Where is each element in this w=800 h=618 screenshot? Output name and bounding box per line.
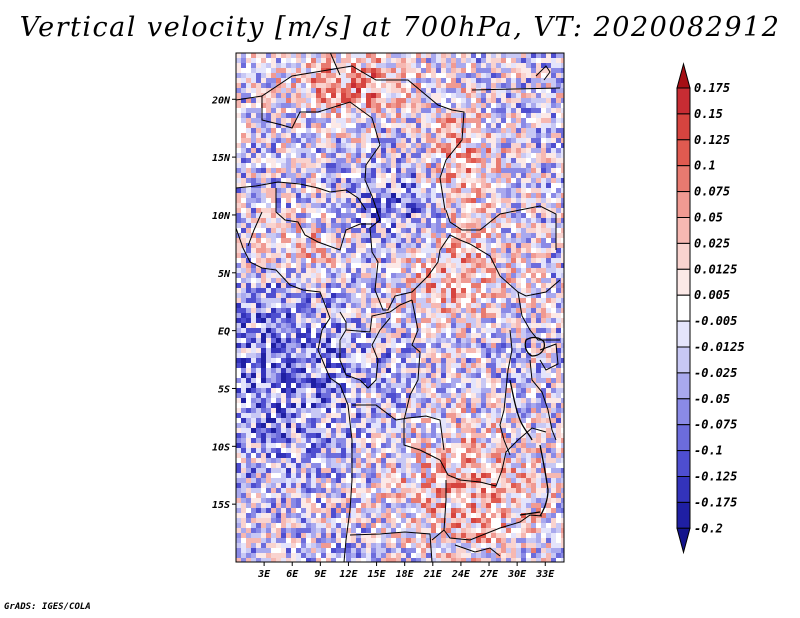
colorbar-label: 0.005 — [694, 288, 730, 302]
border-north-3 — [329, 53, 341, 76]
colorbar-swatch — [676, 501, 691, 529]
colorbar-label: 0.1 — [694, 159, 716, 173]
colorbar-swatch — [676, 398, 691, 426]
colorbar-swatch — [676, 217, 691, 244]
colorbar-swatch — [676, 450, 691, 478]
border-south-3 — [349, 531, 433, 562]
border-south-4 — [431, 529, 445, 541]
border-central-3 — [403, 299, 547, 487]
lon-tick-label: 15E — [368, 569, 387, 580]
lon-tick-label: 12E — [339, 569, 358, 580]
colorbar-swatch — [676, 294, 691, 322]
lat-tick-label: 15S — [212, 500, 230, 511]
lon-tick-label: 33E — [535, 569, 555, 580]
colorbar-swatch — [676, 320, 691, 348]
colorbar-top-arrow — [676, 62, 691, 89]
map-title: Vertical velocity [m/s] at 700hPa, VT: 2… — [19, 12, 781, 43]
colorbar-swatch — [676, 113, 691, 141]
border-central-2 — [339, 317, 391, 389]
lake-tanganyika — [509, 379, 533, 441]
grads-credit: GrADS: IGES/COLA — [4, 602, 91, 612]
lat-tick-label: 5N — [218, 269, 231, 280]
lon-tick-label: 24E — [451, 569, 471, 580]
lat-tick-label: 10S — [212, 442, 230, 453]
border-sahel-3 — [275, 188, 372, 251]
colorbar-label: -0.2 — [694, 521, 723, 535]
colorbar-swatch — [676, 242, 691, 270]
colorbar-swatch — [676, 424, 691, 452]
lon-tick-label: 6E — [286, 569, 299, 580]
border-south-2 — [443, 480, 543, 541]
border-south-1 — [352, 404, 445, 451]
border-sahel-2 — [236, 181, 367, 211]
lon-tick-label: 27E — [479, 569, 499, 580]
colorbar-label: 0.075 — [694, 185, 730, 199]
colorbar-label: -0.05 — [694, 392, 730, 406]
colorbar-swatch — [676, 165, 691, 193]
colorbar-swatch — [676, 191, 691, 219]
country-borders — [236, 53, 561, 562]
colorbar-label: -0.175 — [694, 495, 737, 509]
colorbar-label: -0.025 — [694, 366, 737, 380]
lon-tick-label: 21E — [423, 569, 443, 580]
border-west-2 — [445, 205, 557, 250]
border-west-1 — [247, 211, 263, 247]
colorbar-label: -0.005 — [694, 314, 737, 328]
border-sahel-1 — [261, 96, 561, 311]
colorbar-label: 0.05 — [694, 211, 723, 225]
colorbar-label: 0.0125 — [694, 262, 737, 276]
colorbar-label: 0.025 — [694, 236, 730, 250]
latitude-ticks: 20N 15N 10N 5N EQ 5S 10S 15S — [211, 95, 236, 511]
border-east-3 — [539, 343, 559, 371]
border-south-5 — [454, 544, 501, 557]
colorbar-swatch — [676, 372, 691, 400]
colorbar-label: 0.175 — [694, 81, 730, 95]
velocity-field — [236, 53, 564, 562]
lat-tick-label: EQ — [218, 327, 230, 338]
longitude-ticks: 3E 6E 9E 12E 15E 18E 21E 24E 27E 30E 33E — [257, 562, 555, 580]
border-east-1 — [517, 291, 560, 341]
lake-malawi — [539, 444, 549, 517]
border-east-2 — [499, 329, 513, 456]
lat-tick-label: 15N — [212, 153, 231, 164]
lakes — [509, 336, 549, 517]
lake-victoria — [524, 336, 546, 357]
lake-kariba — [519, 511, 541, 516]
lat-tick-label: 20N — [211, 95, 231, 106]
colorbar-label: -0.075 — [694, 418, 737, 432]
lon-tick-label: 30E — [507, 569, 527, 580]
colorbar-swatch — [676, 476, 691, 503]
colorbar-label: -0.1 — [694, 444, 723, 458]
lat-tick-label: 10N — [212, 211, 231, 222]
coast-north-east — [535, 65, 551, 81]
colorbar-swatch — [676, 87, 691, 115]
colorbar-label: -0.0125 — [694, 340, 745, 354]
lon-tick-label: 9E — [314, 569, 327, 580]
lat-tick-label: 5S — [218, 384, 230, 395]
lon-tick-label: 3E — [257, 569, 271, 580]
lon-tick-label: 18E — [396, 569, 415, 580]
colorbar-label: 0.125 — [694, 133, 730, 147]
border-north-2 — [471, 87, 561, 91]
border-central-1 — [339, 299, 413, 333]
border-east-4 — [529, 359, 557, 441]
colorbar-swatch — [676, 346, 691, 374]
colorbar-bottom-arrow — [676, 527, 691, 555]
colorbar: 0.175 0.15 0.125 0.1 0.075 0.05 0.025 0.0125 0.0… — [676, 62, 745, 555]
colorbar-swatch — [676, 139, 691, 167]
colorbar-swatch — [676, 268, 691, 296]
border-north-1 — [236, 65, 465, 211]
plot-frame — [235, 52, 565, 563]
colorbar-label: -0.125 — [694, 470, 737, 484]
colorbar-label: 0.15 — [694, 107, 723, 121]
coastline-west — [236, 227, 353, 562]
